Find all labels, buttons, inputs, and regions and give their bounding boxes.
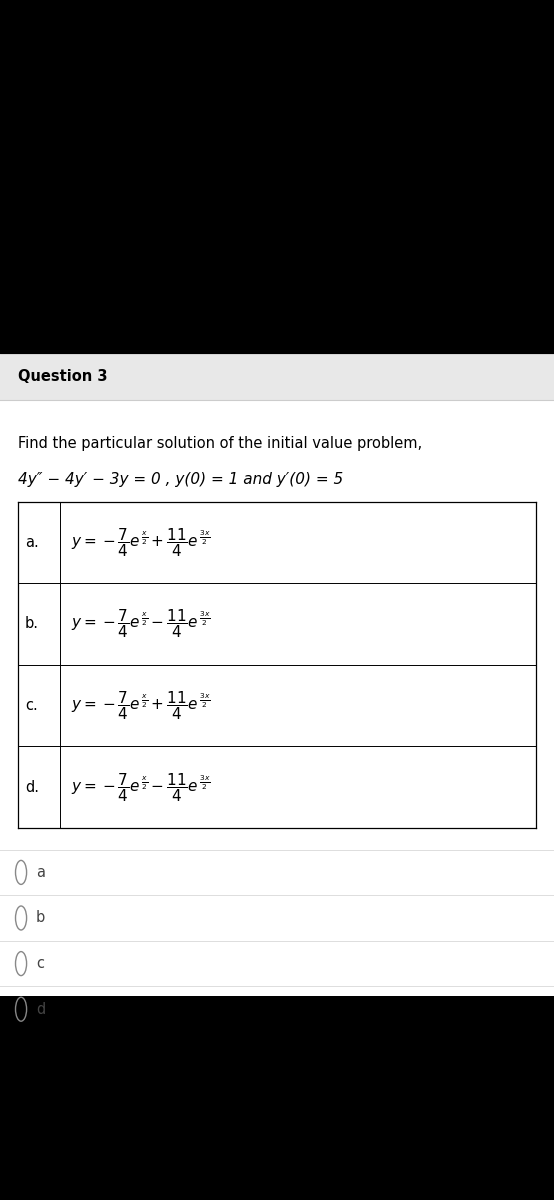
Text: $y = -\dfrac{7}{4}e^{\,\frac{x}{2}} +\dfrac{11}{4}e^{\,\frac{3x}{2}}$: $y = -\dfrac{7}{4}e^{\,\frac{x}{2}} +\df… (71, 526, 211, 559)
Text: Find the particular solution of the initial value problem,: Find the particular solution of the init… (18, 436, 422, 450)
Text: d.: d. (25, 780, 39, 794)
Text: a.: a. (25, 535, 39, 550)
Text: $y = -\dfrac{7}{4}e^{\,\frac{x}{2}} -\dfrac{11}{4}e^{\,\frac{3x}{2}}$: $y = -\dfrac{7}{4}e^{\,\frac{x}{2}} -\df… (71, 607, 211, 641)
Bar (0, 354, 554, 400)
Text: Question 3: Question 3 (18, 370, 108, 384)
Text: d: d (36, 1002, 45, 1016)
Text: $y = -\dfrac{7}{4}e^{\,\frac{x}{2}} +\dfrac{11}{4}e^{\,\frac{3x}{2}}$: $y = -\dfrac{7}{4}e^{\,\frac{x}{2}} +\df… (71, 689, 211, 722)
Text: 4y″ − 4y′ − 3y = 0 , y(0) = 1 and y′(0) = 5: 4y″ − 4y′ − 3y = 0 , y(0) = 1 and y′(0) … (18, 472, 343, 487)
Text: b: b (36, 911, 45, 925)
Text: a: a (36, 865, 45, 880)
Bar (0, 354, 554, 996)
Text: c: c (36, 956, 44, 971)
Text: b.: b. (25, 617, 39, 631)
Text: $y = -\dfrac{7}{4}e^{\,\frac{x}{2}} -\dfrac{11}{4}e^{\,\frac{3x}{2}}$: $y = -\dfrac{7}{4}e^{\,\frac{x}{2}} -\df… (71, 770, 211, 804)
Text: c.: c. (25, 698, 38, 713)
